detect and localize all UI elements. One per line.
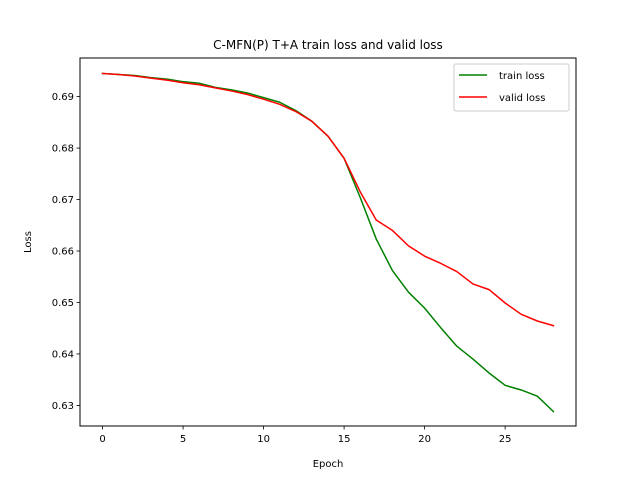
x-tick-label: 15 xyxy=(338,434,351,445)
y-tick-label: 0.69 xyxy=(52,92,74,103)
legend-label: train loss xyxy=(499,71,545,82)
x-tick-label: 0 xyxy=(99,434,105,445)
y-tick-label: 0.66 xyxy=(52,247,74,258)
x-tick-label: 5 xyxy=(180,434,186,445)
axes-frame xyxy=(79,57,577,427)
x-tick-label: 20 xyxy=(418,434,431,445)
legend-label: valid loss xyxy=(499,93,545,104)
x-axis-label: Epoch xyxy=(313,459,344,470)
x-tick-label: 10 xyxy=(257,434,270,445)
y-tick-label: 0.67 xyxy=(52,195,74,206)
y-axis: 0.63 0.64 0.65 0.66 0.67 0.68 0.69 xyxy=(52,92,80,412)
y-axis-label: Loss xyxy=(23,231,34,253)
series-line-valid-loss xyxy=(101,72,555,327)
x-tick-label: 25 xyxy=(499,434,512,445)
y-tick-label: 0.64 xyxy=(52,349,74,360)
chart-title: C-MFN(P) T+A train loss and valid loss xyxy=(213,38,443,52)
y-tick-label: 0.65 xyxy=(52,298,74,309)
plot-area xyxy=(101,72,555,413)
y-tick-label: 0.63 xyxy=(52,401,74,412)
y-tick-label: 0.68 xyxy=(52,144,74,155)
x-axis: 0 5 10 15 20 25 xyxy=(99,426,512,445)
legend: train loss valid loss xyxy=(453,63,570,112)
